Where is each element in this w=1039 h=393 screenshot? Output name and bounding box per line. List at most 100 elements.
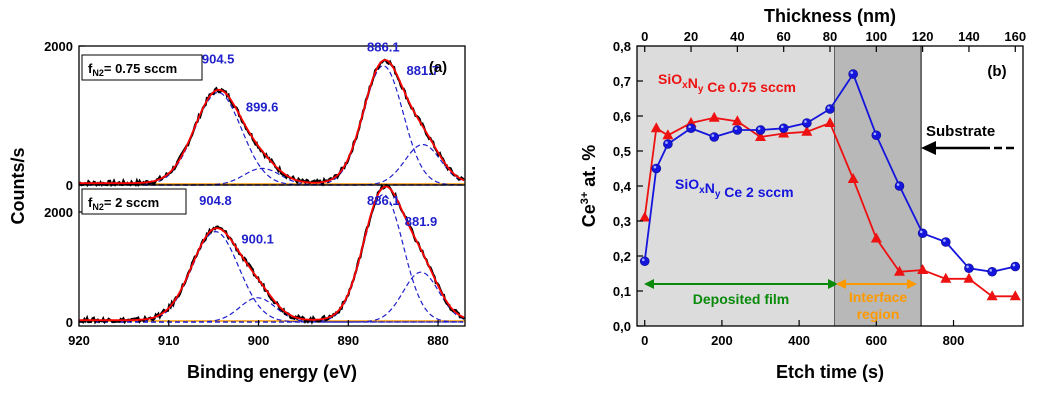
y-tick-label: 0 [66, 315, 73, 330]
series-1-marker [870, 232, 882, 243]
series-2-marker-highlight [1012, 263, 1016, 267]
shaded-region-1 [637, 46, 835, 326]
panel-a: 920 910 900 890 880 0 2000 0 2000 904.5 899.6 886… [8, 39, 466, 382]
substrate-label: Substrate [926, 123, 995, 140]
x-tick-label: 900 [248, 333, 270, 348]
x-tick-label: 200 [711, 333, 733, 348]
y-tick-label: 0,2 [613, 249, 631, 264]
shaded-region-2 [834, 46, 922, 326]
series-2-marker-highlight [688, 125, 691, 129]
interface-region-label-line1: Interface [849, 289, 908, 305]
peak-label: 900.1 [241, 232, 274, 247]
deposited-film-label: Deposited film [693, 291, 789, 307]
series-2-marker [755, 125, 766, 135]
y-tick-label: 0,7 [613, 74, 631, 89]
legend-text-part: x [699, 185, 705, 196]
panel-b: 0 200 400 600 800 0,00,10,20,30,40,50,60,70,… [579, 6, 1026, 382]
series-2-marker [917, 228, 928, 239]
series-2-marker-highlight [653, 165, 657, 169]
series-2-marker [802, 118, 812, 128]
top-tick-label: 40 [730, 29, 744, 44]
subpanel-1-condition-sub: N2 [92, 68, 104, 78]
series-2-marker [663, 139, 673, 149]
subpanel-1-condition-box [81, 54, 203, 81]
subpanel-1-condition-main: f [88, 61, 93, 76]
series-1-marker [1009, 290, 1021, 301]
series-label-0.75-sccm: SiOxNy Ce 0.75 sccm [658, 71, 796, 95]
y-tick-label: 0,8 [613, 39, 631, 54]
series-2-marker [709, 132, 720, 142]
legend-text-part: SiO [675, 176, 699, 192]
series-2-marker-highlight [989, 269, 993, 272]
legend-text-part: y [698, 84, 704, 95]
series-2-marker-highlight [711, 134, 715, 137]
substrate-arrowhead [921, 141, 936, 155]
series-2-marker [871, 130, 882, 141]
x-tick-label: 0 [641, 333, 648, 348]
series-label-2-sccm: SiOxNy Ce 2 sccm [675, 176, 794, 200]
series-2-marker-highlight [966, 265, 969, 269]
panel-b-regions [637, 46, 922, 326]
top-tick-label: 100 [865, 29, 887, 44]
panel-b-top-ticks: 0 20 40 60 80 100 120 140 160 [641, 29, 1026, 52]
panel-b-y-axis-title: Ce3+ at. % [579, 145, 599, 228]
panel-a-y-ticks: 0 2000 0 2000 [44, 39, 85, 330]
series-2-marker [848, 69, 858, 79]
subpanel-2-condition-rest: = 2 sccm [104, 195, 159, 210]
legend-text-part: N [705, 180, 715, 196]
series-2-marker [894, 181, 905, 191]
panel-a-peak-labels: 904.5 899.6 886.1 881.7 904.8 900.1 886.1 881.9 [199, 39, 439, 246]
interface-region-arrowhead-right [907, 279, 917, 289]
series-1-marker [963, 272, 975, 283]
panel-b-label: (b) [987, 63, 1006, 80]
panel-b-top-axis-title: Thickness (nm) [764, 6, 896, 26]
legend-text-part: x [682, 80, 688, 91]
series-1-marker [824, 117, 836, 127]
subpanel-2-condition-label: fN2= 2 sccm [88, 195, 159, 212]
series-1-marker [893, 265, 905, 276]
y-tick-label: 0,5 [613, 144, 631, 159]
y-tick-label: 0,1 [613, 284, 631, 299]
series-2-marker [686, 123, 696, 134]
x-tick-label: 400 [788, 333, 810, 348]
series-1-marker [917, 264, 929, 274]
y-tick-label: 0,4 [613, 179, 632, 194]
deposited-film-arrowhead-left [644, 279, 654, 289]
x-tick-label: 890 [337, 333, 359, 348]
legend-text-part: SiO [658, 71, 682, 87]
y-tick-label: 0,6 [613, 109, 631, 124]
series-2-marker-highlight [734, 127, 738, 130]
legend-text-part: y [715, 189, 721, 200]
top-tick-label: 20 [684, 29, 698, 44]
legend-text-part: Ce 0.75 sccm [703, 79, 796, 95]
y-tick-label: 0,3 [613, 214, 631, 229]
subpanel-2-condition-main: f [88, 195, 93, 210]
peak-label: 886.1 [367, 193, 400, 208]
series-2-marker-highlight [757, 127, 761, 130]
series-1-marker [801, 125, 813, 136]
series-2-marker [1010, 261, 1021, 272]
panel-b-x-ticks: 0 200 400 600 800 [641, 320, 964, 348]
subpanel-2-condition-sub: N2 [92, 202, 104, 212]
series-1-marker [662, 129, 674, 140]
interface-region-annotation: Interface region [836, 279, 917, 322]
series-2-marker-highlight [850, 71, 854, 74]
top-tick-label: 140 [958, 29, 980, 44]
interface-region-arrowhead-left [836, 279, 846, 289]
panel-b-y-ticks: 0,0 0,1 0,2 0,3 0,4 0,5 0,6 0,7 0,8 [613, 39, 643, 334]
panel-a-label: (a) [429, 59, 447, 76]
x-tick-label: 880 [427, 333, 449, 348]
series-2-marker-highlight [642, 258, 645, 262]
y-tick-label: 0,0 [613, 319, 631, 334]
series-1-marker [940, 272, 952, 283]
y-axis-title-main: Ce [579, 204, 599, 227]
top-tick-label: 60 [776, 29, 790, 44]
panel-b-x-axis-title: Etch time (s) [776, 362, 884, 382]
series-2-marker [778, 123, 789, 134]
series-2-marker-highlight [804, 120, 807, 123]
y-axis-title-rest: at. % [579, 145, 599, 192]
series-2-marker-highlight [665, 141, 668, 144]
component-peak-line [79, 65, 464, 186]
series-1-marker [986, 290, 998, 301]
